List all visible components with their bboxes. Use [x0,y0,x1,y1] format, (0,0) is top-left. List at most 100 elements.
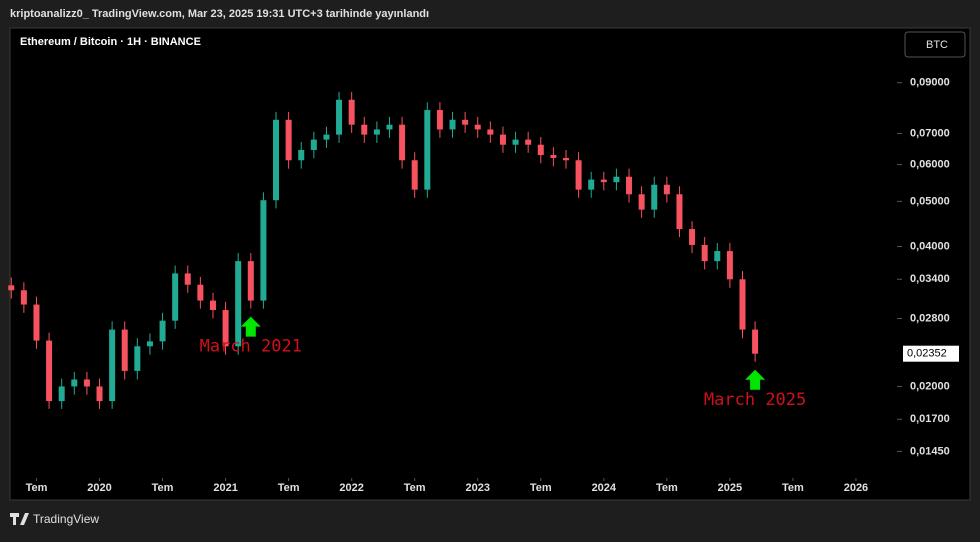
candle [600,171,607,191]
currency-button-label[interactable]: BTC [926,39,948,51]
candle [373,121,380,143]
candle-body [348,99,355,125]
candle-body [361,124,368,135]
y-tick-label: 0,03400 [910,273,950,285]
candle [159,312,166,350]
y-tick-label: 0,05000 [910,195,950,207]
candle-body [134,346,141,371]
candle [689,221,696,254]
y-tick-label: 0,06000 [910,158,950,170]
annotation-arrow [745,369,766,390]
candle [146,333,153,355]
candle-body [663,184,670,195]
candle [550,147,557,167]
candle-body [499,134,506,145]
x-tick-label: 2021 [213,482,237,494]
candle [33,296,40,349]
y-tick-label: 0,02800 [910,312,950,324]
candle-body [462,119,469,125]
candle-body [752,329,759,354]
candle [20,282,27,313]
candle-body [487,129,494,135]
x-tick-label: 2026 [844,482,868,494]
price-label: 0,02352 [907,348,947,360]
candle-body [58,386,65,402]
candle-body [676,194,683,230]
candle-body [562,157,569,161]
candle-body [689,229,696,245]
candle-body [146,341,153,347]
candle [449,111,456,138]
candle-body [33,304,40,341]
candle-body [626,176,633,195]
candle [386,116,393,138]
candle-body [575,160,582,190]
candle [8,277,15,299]
candle-body [411,160,418,190]
candle [71,371,78,395]
candle-body [714,251,721,262]
candle [348,91,355,133]
candle-body [436,110,443,130]
candle [499,126,506,153]
candle [184,265,191,293]
x-tick-label: Tem [782,482,804,494]
candle-body [399,124,406,161]
chart-panel [9,27,971,501]
candle [310,131,317,159]
candle-body [638,194,645,210]
candle [663,176,670,203]
candle-body [159,320,166,342]
annotation-arrow [240,316,261,337]
candle [613,168,620,191]
candle-body [260,200,267,301]
candle-body [20,290,27,305]
candle-body [386,124,393,130]
candle [462,111,469,133]
candle [562,149,569,169]
candle [701,237,708,270]
candle [436,102,443,138]
candle-body [336,99,343,135]
x-tick-label: 2023 [465,482,489,494]
annotation-text: March 2025 [704,390,806,410]
candle [487,121,494,143]
candle [575,152,582,198]
candle [247,253,254,309]
candle [676,186,683,238]
candle [336,91,343,143]
candle-body [373,129,380,135]
candle [134,338,141,380]
footer: TradingView [0,503,980,537]
candle-body [323,134,330,140]
x-tick-label: Tem [404,482,426,494]
candle-body [121,329,128,371]
candle [714,242,721,270]
candle-body [273,119,280,201]
candle-body [247,261,254,301]
candle [235,253,242,355]
candle [285,111,292,169]
candle-body [600,179,607,183]
candle-body [739,279,746,330]
candle-body [235,261,242,347]
candle [525,131,532,153]
candle-body [46,340,53,402]
candle-body [449,119,456,130]
candle [361,116,368,143]
candle [588,171,595,198]
x-tick-label: Tem [26,482,48,494]
y-tick-label: 0,04000 [910,240,950,252]
candle [83,371,90,395]
candle [512,131,519,153]
x-tick-label: 2022 [339,482,363,494]
candle [537,136,544,164]
candle [726,242,733,288]
candle-body [222,310,229,347]
x-tick-label: Tem [152,482,174,494]
y-tick-label: 0,07000 [910,127,950,139]
currency-button[interactable] [904,31,966,58]
candle-body [651,184,658,210]
candle [96,378,103,409]
